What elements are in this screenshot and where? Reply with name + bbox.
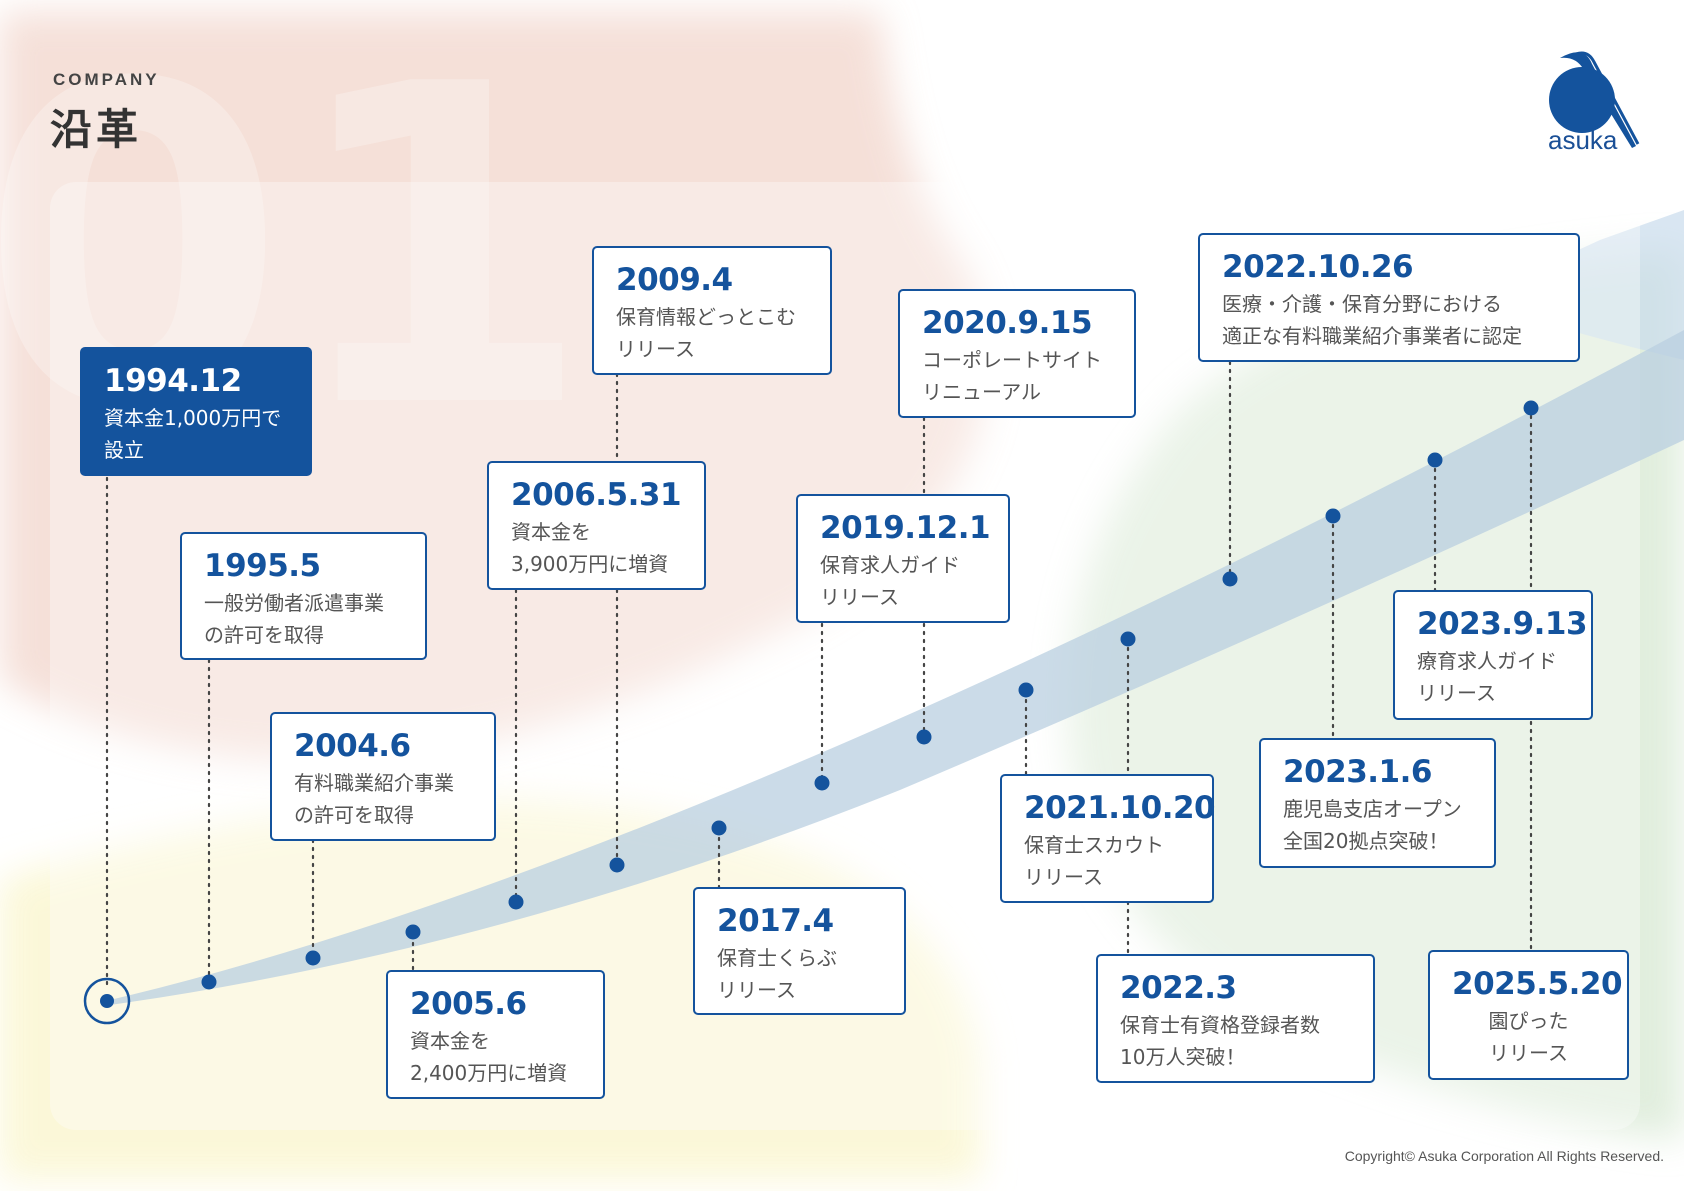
event-date: 2023.1.6 <box>1283 754 1432 790</box>
event-description: 有料職業紹介事業 の許可を取得 <box>294 771 454 827</box>
event-date: 2004.6 <box>294 728 411 764</box>
event-card-2017-4: 2017.4 保育士くらぶ リリース <box>693 887 906 1015</box>
event-card-2025-5-20: 2025.5.20 園ぴった リリース <box>1428 950 1629 1080</box>
event-description: 保育士くらぶ リリース <box>717 946 837 1002</box>
event-card-2004-6: 2004.6 有料職業紹介事業 の許可を取得 <box>270 712 496 841</box>
event-date: 2021.10.20 <box>1024 790 1216 826</box>
event-card-1995-5: 1995.5 一般労働者派遣事業 の許可を取得 <box>180 532 427 660</box>
event-card-2006-5-31: 2006.5.31 資本金を 3,900万円に増資 <box>487 461 706 590</box>
content-panel <box>50 182 1640 1130</box>
event-card-2005-6: 2005.6 資本金を 2,400万円に増資 <box>386 970 605 1099</box>
event-date: 2005.6 <box>410 986 527 1022</box>
event-description: 療育求人ガイド リリース <box>1417 649 1557 705</box>
event-date: 2020.9.15 <box>922 305 1093 341</box>
event-card-2022-3: 2022.3 保育士有資格登録者数 10万人突破！ <box>1096 954 1375 1083</box>
event-description: コーポレートサイト リニューアル <box>922 348 1102 404</box>
event-date: 2025.5.20 <box>1452 966 1623 1002</box>
event-description: 保育求人ガイド リリース <box>820 553 960 609</box>
event-description: 鹿児島支店オープン 全国20拠点突破！ <box>1283 797 1462 853</box>
event-card-2021-10-20: 2021.10.20 保育士スカウト リリース <box>1000 774 1216 903</box>
event-date: 2023.9.13 <box>1417 606 1588 642</box>
event-description: 保育士有資格登録者数 10万人突破！ <box>1120 1013 1320 1069</box>
event-card-1994-12: 1994.12 資本金1,000万円で 設立 <box>80 347 312 476</box>
event-date: 2017.4 <box>717 903 834 939</box>
event-card-2020-9-15: 2020.9.15 コーポレートサイト リニューアル <box>898 289 1136 418</box>
event-description: 園ぴった リリース <box>1488 1009 1569 1065</box>
event-date: 2022.3 <box>1120 970 1237 1006</box>
event-card-2009-4: 2009.4 保育情報どっとこむ リリース <box>592 246 832 375</box>
section-subtitle: COMPANY <box>53 70 160 89</box>
event-card-2023-1-6: 2023.1.6 鹿児島支店オープン 全国20拠点突破！ <box>1259 738 1496 868</box>
copyright-text: Copyright© Asuka Corporation All Rights … <box>1344 1148 1664 1164</box>
event-date: 2006.5.31 <box>511 477 682 513</box>
event-date: 2019.12.1 <box>820 510 991 546</box>
event-date: 1994.12 <box>104 363 242 399</box>
event-description: 資本金を 2,400万円に増資 <box>410 1029 568 1085</box>
event-description: 保育士スカウト リリース <box>1024 833 1164 889</box>
logo-wordmark: asuka <box>1548 125 1618 155</box>
event-card-2019-12-1: 2019.12.1 保育求人ガイド リリース <box>796 494 1010 623</box>
event-date: 1995.5 <box>204 548 321 584</box>
timeline-dots <box>100 400 1539 1008</box>
event-card-2022-10-26: 2022.10.26 医療・介護・保育分野における 適正な有料職業紹介事業者に認… <box>1198 233 1580 362</box>
event-card-2023-9-13: 2023.9.13 療育求人ガイド リリース <box>1393 590 1593 720</box>
event-description: 保育情報どっとこむ リリース <box>616 305 796 361</box>
asuka-logo-icon <box>1549 51 1640 149</box>
event-description: 資本金1,000万円で 設立 <box>104 406 282 462</box>
connector-lines <box>105 360 1533 992</box>
page-title: 沿革 <box>50 105 143 154</box>
event-description: 資本金を 3,900万円に増資 <box>511 520 669 576</box>
event-date: 2022.10.26 <box>1222 249 1414 285</box>
event-date: 2009.4 <box>616 262 733 298</box>
event-description: 医療・介護・保育分野における 適正な有料職業紹介事業者に認定 <box>1222 292 1522 348</box>
event-description: 一般労働者派遣事業 の許可を取得 <box>204 591 384 647</box>
start-ring <box>83 977 131 1025</box>
